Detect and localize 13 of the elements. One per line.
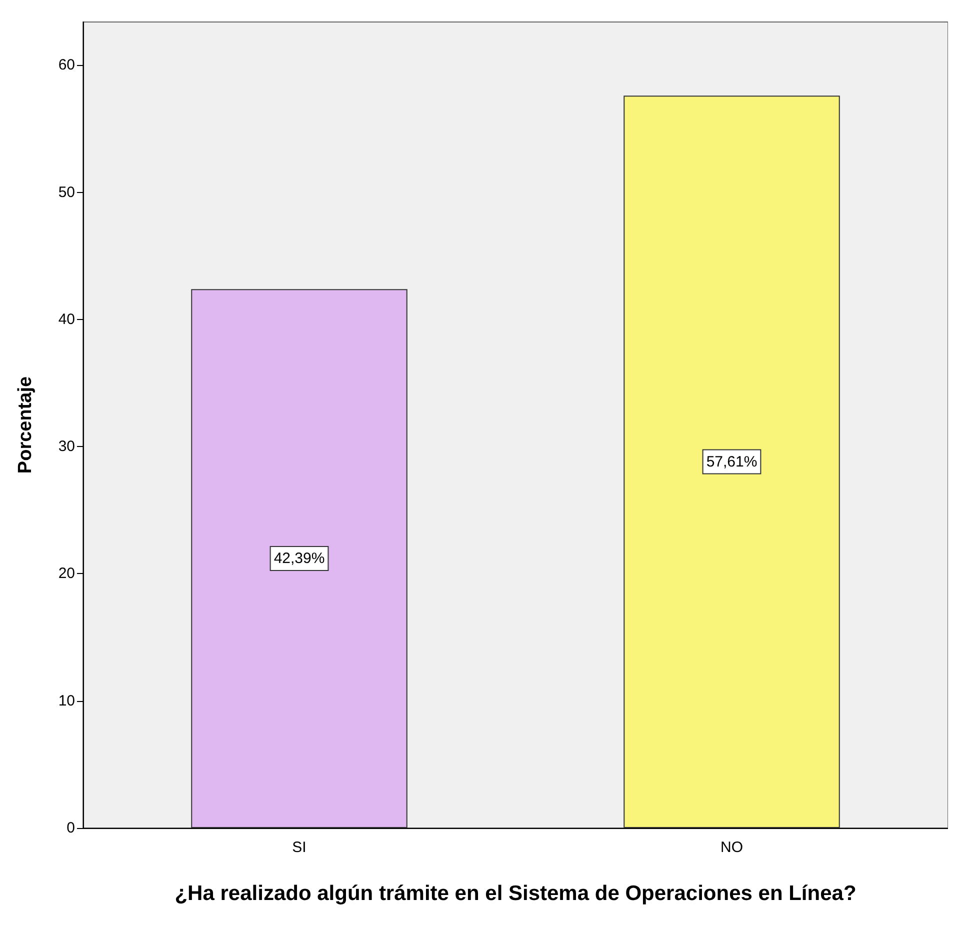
y-tick-label: 10 [58, 692, 75, 710]
x-tick-label: NO [720, 839, 743, 856]
x-tick-label: SI [292, 839, 306, 856]
y-tick-label: 50 [58, 184, 75, 201]
data-label: 42,39% [274, 550, 325, 568]
x-axis-title: ¿Ha realizado algún trámite en el Sistema de Operaciones en Línea? [174, 882, 856, 905]
y-tick-label: 0 [66, 820, 75, 836]
data-label: 57,61% [706, 453, 758, 470]
y-axis-title: Porcentaje [15, 376, 36, 474]
y-tick-label: 40 [58, 310, 75, 328]
y-tick-label: 20 [58, 565, 75, 582]
y-tick-label: 60 [58, 56, 75, 74]
y-tick-label: 30 [58, 438, 75, 456]
